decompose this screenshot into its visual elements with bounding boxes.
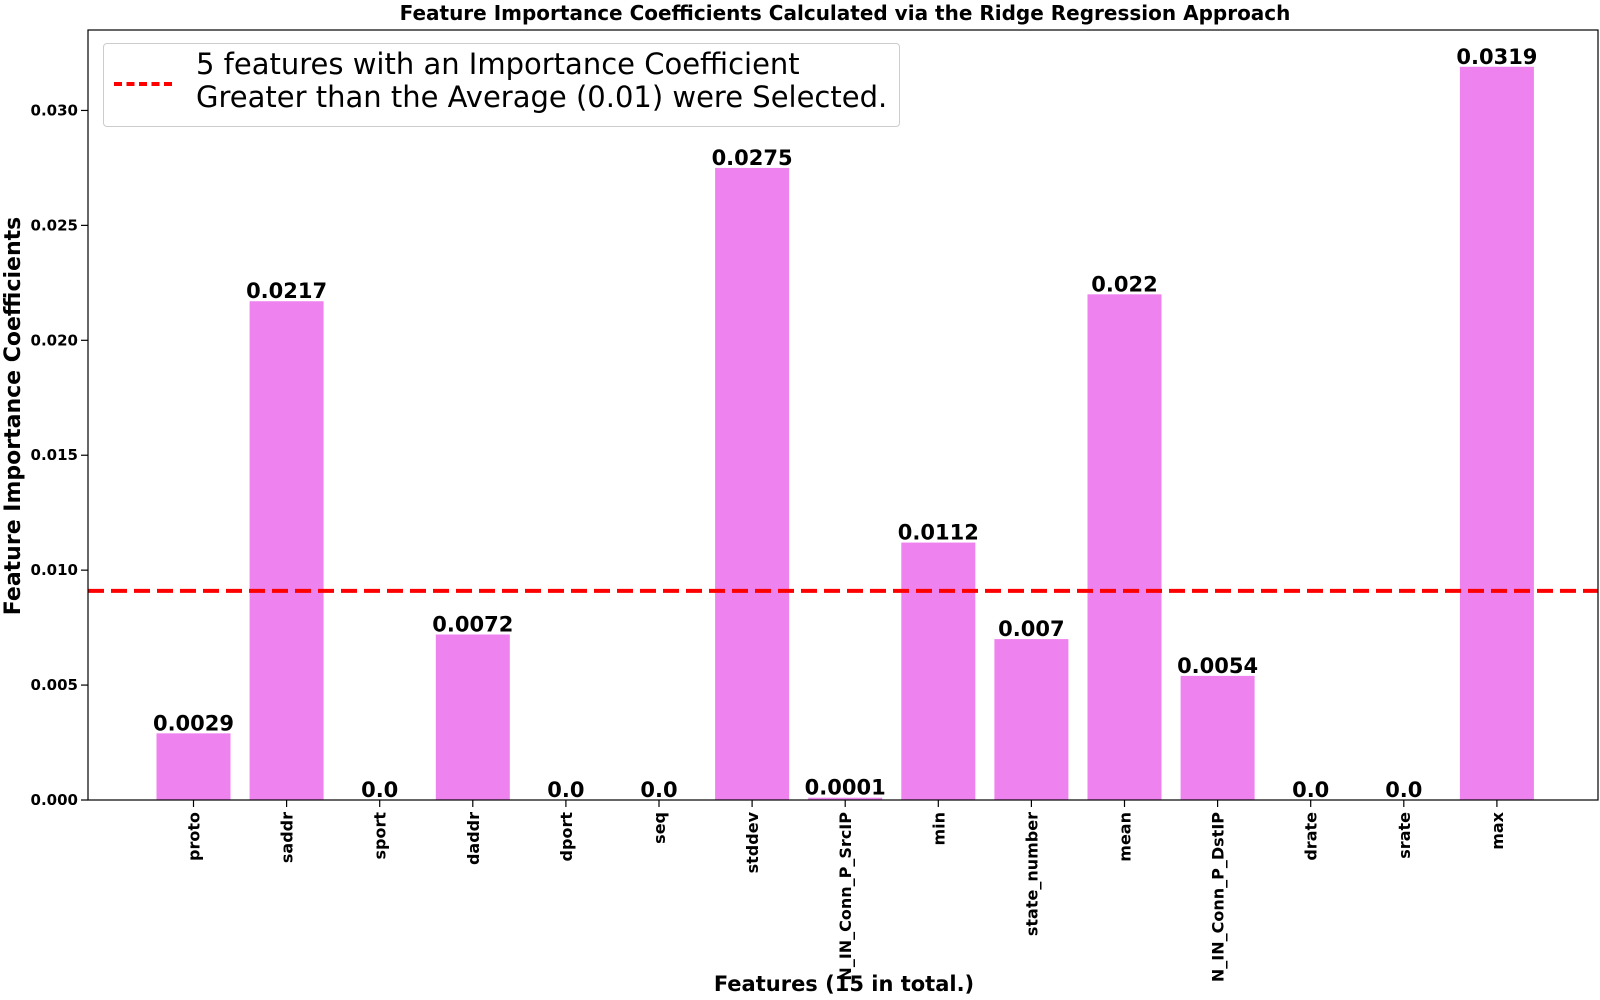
y-tick-label: 0.020 [31,331,78,349]
value-label-min: 0.0112 [898,521,979,545]
x-tick-label-stddev: stddev [743,811,762,873]
bar-proto [156,733,231,800]
value-label-proto: 0.0029 [153,711,234,735]
bar-min [901,542,976,800]
y-tick-label: 0.005 [31,676,78,694]
value-label-stddev: 0.0275 [712,146,793,170]
x-tick-label-srate: srate [1395,812,1414,859]
value-label-state_number: 0.007 [998,617,1064,641]
x-tick-label-proto: proto [185,812,204,861]
x-tick-label-drate: drate [1302,812,1321,861]
bar-max [1459,66,1534,800]
value-label-mean: 0.022 [1091,272,1157,296]
value-label-daddr: 0.0072 [432,613,513,637]
chart-title: Feature Importance Coefficients Calculat… [400,1,1291,25]
legend-dashed-line-swatch [114,82,172,86]
value-label-srate: 0.0 [1385,778,1422,802]
value-label-saddr: 0.0217 [246,279,327,303]
bars-layer [156,66,1534,800]
bar-mean [1087,294,1162,800]
x-tick-label-N_IN_Conn_P_DstIP: N_IN_Conn_P_DstIP [1209,812,1228,982]
bar-state_number [994,639,1069,800]
bar-N_IN_Conn_P_SrcIP [808,797,883,800]
x-tick-label-seq: seq [650,812,669,844]
bar-stddev [715,167,790,800]
y-tick-label: 0.025 [31,216,78,234]
y-tick-label: 0.015 [31,446,78,464]
value-label-N_IN_Conn_P_SrcIP: 0.0001 [805,776,886,800]
x-tick-label-state_number: state_number [1022,812,1041,936]
y-axis-label: Feature Importance Coefficients [1,217,26,615]
y-tick-label: 0.030 [31,101,78,119]
x-tick-label-saddr: saddr [278,812,297,863]
x-axis-ticks: proto saddr sport daddr dport seq stddev N_IN_C… [185,800,1507,982]
x-tick-label-max: max [1488,811,1507,849]
plot-frame [87,29,1599,801]
x-tick-label-daddr: daddr [464,812,483,865]
value-label-sport: 0.0 [361,778,398,802]
bar-saddr [249,301,324,800]
legend-label: 5 features with an Importance Coefficien… [196,47,888,114]
x-tick-label-N_IN_Conn_P_SrcIP: N_IN_Conn_P_SrcIP [836,812,855,981]
value-labels-layer: 0.0029 0.0217 0.0 0.0072 0.0 0.0 0.0275 0.0001 0… [153,45,1537,802]
x-tick-label-min: min [929,812,948,846]
value-label-N_IN_Conn_P_DstIP: 0.0054 [1177,654,1258,678]
y-axis-ticks: 0.000 0.005 0.010 0.015 0.020 0.025 0.030 [31,101,88,809]
bar-daddr [435,634,510,800]
x-tick-label-sport: sport [371,812,390,860]
y-tick-label: 0.000 [31,791,78,809]
value-label-max: 0.0319 [1456,45,1537,69]
x-tick-label-dport: dport [557,812,576,862]
x-axis-label: Features (15 in total.) [714,972,974,996]
y-tick-label: 0.010 [31,561,78,579]
value-label-drate: 0.0 [1292,778,1329,802]
x-tick-label-mean: mean [1116,812,1135,862]
legend: 5 features with an Importance Coefficien… [103,43,900,127]
bar-N_IN_Conn_P_DstIP [1180,675,1255,800]
value-label-dport: 0.0 [547,778,584,802]
value-label-seq: 0.0 [640,778,677,802]
